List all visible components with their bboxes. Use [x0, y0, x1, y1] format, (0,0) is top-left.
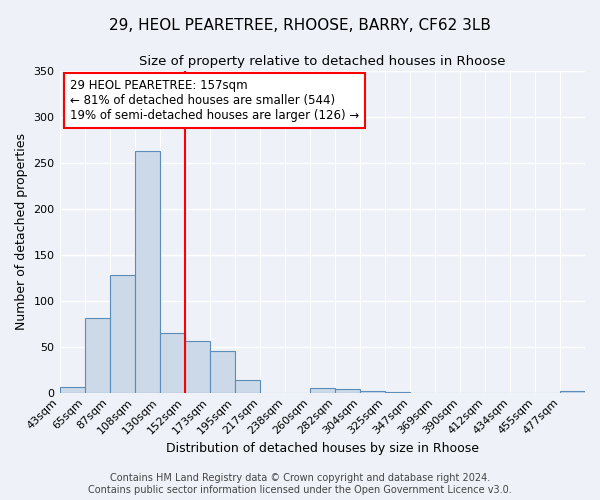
Bar — [310, 388, 335, 392]
Bar — [134, 150, 160, 392]
Bar — [85, 318, 110, 392]
X-axis label: Distribution of detached houses by size in Rhoose: Distribution of detached houses by size … — [166, 442, 479, 455]
Bar — [59, 387, 85, 392]
Bar — [160, 333, 185, 392]
Title: Size of property relative to detached houses in Rhoose: Size of property relative to detached ho… — [139, 55, 506, 68]
Y-axis label: Number of detached properties: Number of detached properties — [15, 133, 28, 330]
Bar — [560, 391, 585, 392]
Bar — [209, 351, 235, 393]
Bar — [185, 341, 209, 392]
Text: Contains HM Land Registry data © Crown copyright and database right 2024.
Contai: Contains HM Land Registry data © Crown c… — [88, 474, 512, 495]
Bar — [235, 380, 260, 392]
Bar — [110, 275, 134, 392]
Bar — [360, 391, 385, 392]
Text: 29 HEOL PEARETREE: 157sqm
← 81% of detached houses are smaller (544)
19% of semi: 29 HEOL PEARETREE: 157sqm ← 81% of detac… — [70, 78, 359, 122]
Bar — [335, 389, 360, 392]
Text: 29, HEOL PEARETREE, RHOOSE, BARRY, CF62 3LB: 29, HEOL PEARETREE, RHOOSE, BARRY, CF62 … — [109, 18, 491, 32]
